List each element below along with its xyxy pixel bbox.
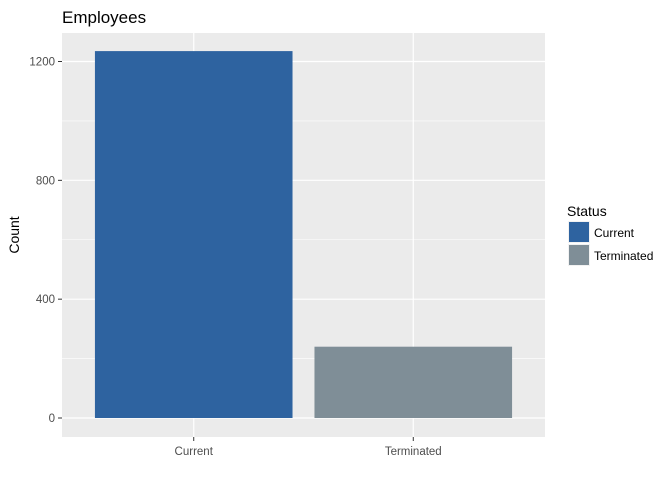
bar-terminated [314, 346, 513, 418]
y-tick-label: 400 [36, 294, 55, 306]
y-tick-label: 0 [49, 413, 55, 425]
legend-swatch [569, 245, 589, 265]
legend-label: Current [594, 226, 635, 240]
y-tick-label: 800 [36, 175, 55, 187]
x-tick-label: Current [175, 446, 214, 458]
bar-current [94, 51, 293, 419]
legend-title: Status [567, 203, 607, 219]
chart-title: Employees [62, 8, 146, 27]
x-tick-label: Terminated [385, 446, 442, 458]
axis-ticks: 0 400 800 1200 Current Terminated [29, 57, 441, 459]
legend-label: Terminated [594, 249, 653, 263]
legend-swatch [569, 222, 589, 242]
legend: Status Current Terminated [567, 203, 653, 266]
bars [94, 51, 513, 419]
y-axis-title: Count [6, 216, 22, 253]
legend-items: Current Terminated [568, 221, 653, 266]
y-tick-label: 1200 [29, 57, 55, 69]
